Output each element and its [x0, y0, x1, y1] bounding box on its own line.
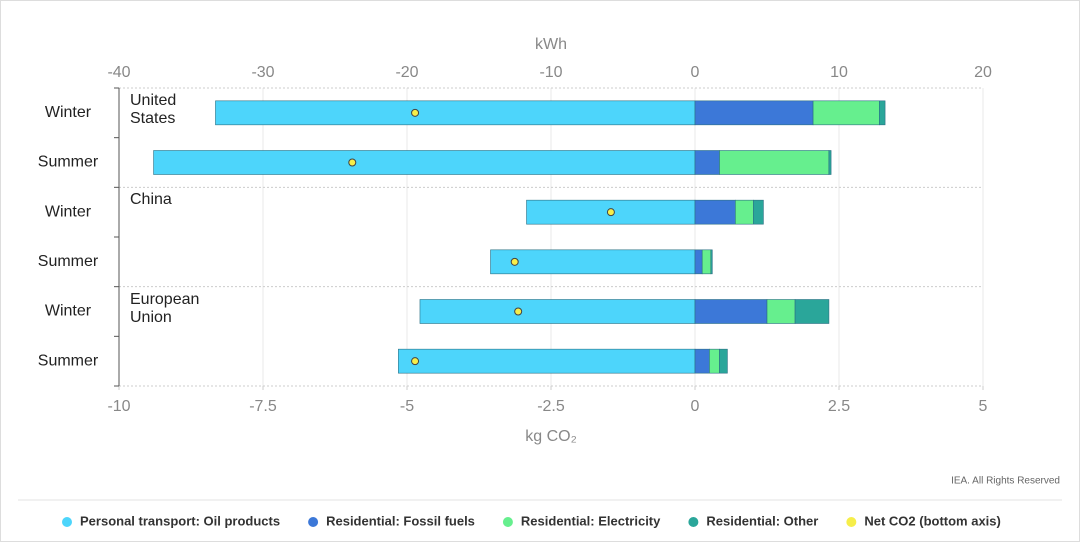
- bar-segment: [766, 299, 796, 324]
- legend-marker: [502, 517, 513, 527]
- bar-segment: [735, 199, 754, 225]
- bar-segment: [215, 100, 696, 126]
- net-marker: [411, 108, 420, 117]
- note: IEA. All Rights Reserved: [951, 476, 1060, 487]
- bar-segment: [398, 348, 696, 374]
- category-label: Winter: [45, 104, 92, 121]
- legend-label: Net CO2 (bottom axis): [864, 513, 1001, 528]
- bar-segment: [753, 199, 764, 225]
- legend-label: Residential: Fossil fuels: [326, 513, 475, 528]
- legend-marker: [62, 517, 72, 527]
- bar-segment: [719, 348, 728, 374]
- category-label: Winter: [45, 303, 92, 320]
- bar-segment: [694, 249, 703, 275]
- legend-marker: [846, 517, 857, 527]
- x2-tick-label: 0: [691, 398, 700, 415]
- bar-segment: [419, 299, 696, 324]
- net-marker: [514, 307, 523, 316]
- bar-segment: [694, 100, 814, 126]
- bar-segment: [694, 348, 710, 374]
- x2-tick-label: 5: [979, 398, 988, 415]
- bar-segment: [710, 249, 713, 275]
- legend-marker: [688, 517, 699, 527]
- x-tick-label: 0: [691, 64, 700, 81]
- x2-tick-label: -7.5: [249, 398, 277, 415]
- x-tick-label: -30: [251, 64, 274, 81]
- bar-segment: [879, 100, 886, 126]
- bar-segment: [812, 100, 880, 126]
- x-axis-title: kWh: [535, 36, 567, 53]
- category-label: Winter: [45, 203, 92, 220]
- group-label: United States: [130, 92, 177, 127]
- net-marker: [348, 158, 357, 167]
- category-label: Summer: [38, 352, 99, 369]
- bar-segment: [719, 150, 830, 175]
- net-marker: [411, 357, 420, 366]
- group-label: China: [130, 191, 172, 209]
- net-marker: [606, 208, 615, 217]
- x-tick-label: 10: [830, 64, 848, 81]
- x2-axis-title: kg CO₂: [525, 428, 577, 445]
- net-marker: [510, 257, 519, 266]
- bar-segment: [794, 299, 830, 324]
- x-tick-label: -40: [107, 64, 130, 81]
- bar-segment: [701, 249, 712, 275]
- bar-segment: [694, 199, 736, 225]
- x-tick-label: 20: [974, 64, 992, 81]
- category-label: Summer: [38, 154, 99, 171]
- legend-label: Residential: Electricity: [521, 513, 661, 528]
- bar-segment: [828, 150, 832, 175]
- x-tick-label: -10: [539, 64, 562, 81]
- x2-tick-label: 2.5: [828, 398, 850, 415]
- x2-tick-label: -5: [400, 398, 414, 415]
- legend-label: Personal transport: Oil products: [80, 513, 280, 528]
- group-label: European Union: [130, 290, 200, 326]
- bar-segment: [153, 150, 696, 175]
- legend-label: Residential: Other: [706, 513, 818, 528]
- bar-segment: [694, 150, 720, 175]
- x2-tick-label: -10: [107, 398, 130, 415]
- x2-tick-label: -2.5: [537, 398, 565, 415]
- bar-segment: [490, 249, 696, 275]
- bar-segment: [694, 299, 768, 324]
- legend-marker: [308, 517, 319, 527]
- x-tick-label: -20: [395, 64, 418, 81]
- bar-segment: [709, 348, 720, 374]
- category-label: Summer: [38, 253, 99, 270]
